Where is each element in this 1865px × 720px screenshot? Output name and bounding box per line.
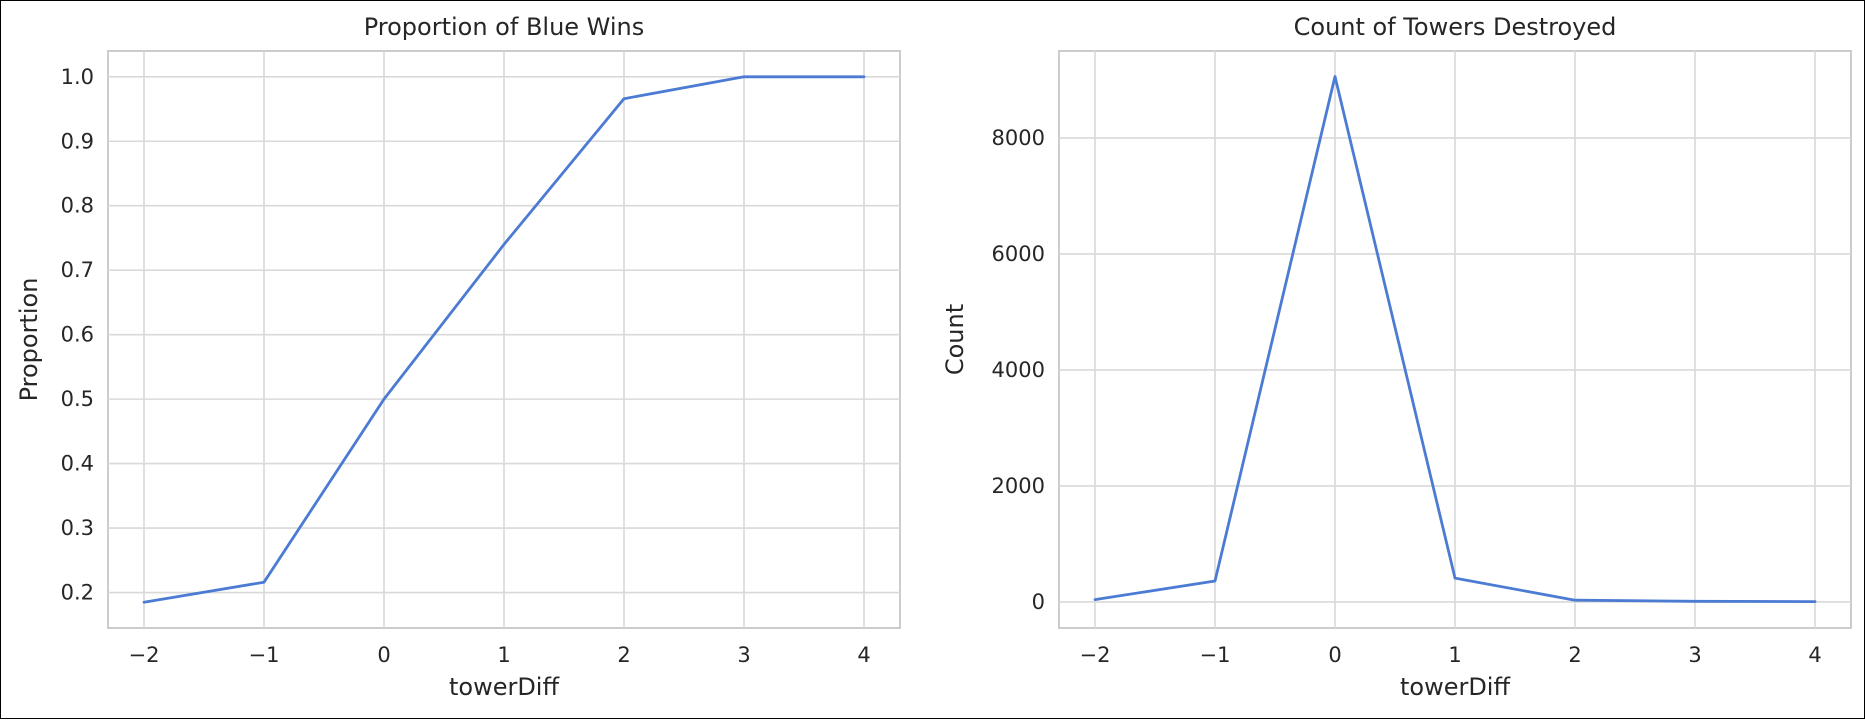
y-tick-label: 6000 [992,242,1045,266]
x-tick-label: 1 [1448,643,1461,667]
chart-title: Count of Towers Destroyed [1294,13,1617,41]
x-tick-label: −1 [1200,643,1231,667]
x-tick-label: −1 [249,643,280,667]
y-tick-label: 2000 [992,474,1045,498]
y-axis-label: Count [941,304,969,375]
series-line [142,75,866,604]
x-tick-label: 0 [1328,643,1341,667]
x-tick-label: 4 [1808,643,1821,667]
x-axis-label: towerDiff [449,673,560,701]
y-tick-label: 0.8 [61,194,94,218]
x-tick-label: 4 [857,643,870,667]
x-tick-label: 2 [1568,643,1581,667]
chart-panel-towers-destroyed: Count of Towers Destroyed towerDiff Coun… [941,13,1852,701]
y-tick-label: 0.9 [61,129,94,153]
y-axis-label: Proportion [15,278,43,402]
y-tick-label: 0.6 [61,323,94,347]
chart-panel-blue-wins: Proportion of Blue Wins towerDiff Propor… [15,13,901,701]
y-tick-label: 0 [1032,590,1045,614]
x-tick-label: 3 [1688,643,1701,667]
y-tick-label: 0.3 [61,516,94,540]
y-tick-label: 0.2 [61,581,94,605]
x-tick-label: 3 [737,643,750,667]
y-tick-label: 8000 [992,126,1045,150]
y-tick-label: 1.0 [61,65,94,89]
y-tick-label: 4000 [992,358,1045,382]
y-tick-label: 0.4 [61,452,94,476]
x-tick-label: −2 [1080,643,1111,667]
x-tick-label: −2 [129,643,160,667]
x-tick-label: 1 [497,643,510,667]
x-tick-label: 2 [617,643,630,667]
y-tick-label: 0.7 [61,258,94,282]
chart-title: Proportion of Blue Wins [364,13,645,41]
x-tick-label: 0 [377,643,390,667]
x-axis-label: towerDiff [1400,673,1511,701]
y-tick-label: 0.5 [61,387,94,411]
series-line [1093,75,1817,603]
